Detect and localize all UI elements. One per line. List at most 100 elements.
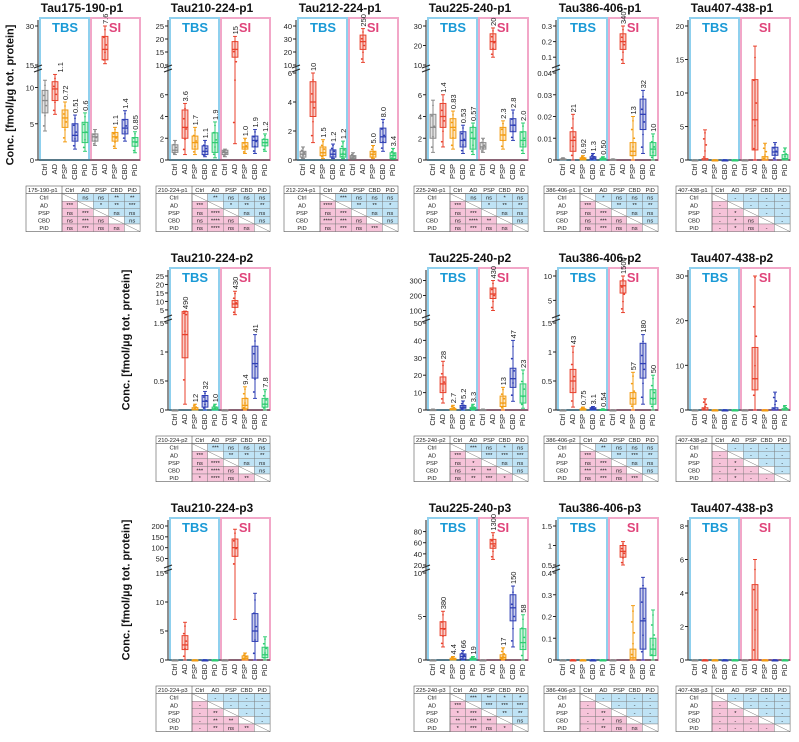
matrix-cell-value: ns [470, 196, 476, 202]
data-point [453, 406, 456, 409]
data-point [755, 102, 758, 104]
box-body [201, 145, 209, 156]
data-point [262, 138, 265, 141]
fold-label: 0.83 [449, 94, 458, 109]
matrix-cell-value: - [634, 711, 636, 717]
matrix-row-header: AD [558, 453, 566, 459]
tbs-label: TBS [182, 270, 208, 285]
matrix-cell-value: ns [67, 226, 73, 232]
data-point [265, 647, 268, 650]
data-point [443, 381, 446, 384]
fold-label: 7.8 [261, 377, 270, 387]
data-point [343, 148, 346, 151]
matrix-cell-value: ns [585, 226, 591, 232]
x-tick-label: Ctrl [690, 664, 699, 676]
matrix-cell-value: * [519, 696, 522, 702]
data-point [244, 657, 246, 659]
y-tick-label: 0 [160, 656, 164, 665]
matrix-diagonal [207, 200, 224, 210]
matrix-col-header: PSP [225, 438, 237, 444]
matrix-cell-value: ns [356, 196, 362, 202]
x-tick-label: PSP [578, 664, 587, 679]
si-label: SI [627, 20, 639, 35]
data-point [65, 121, 68, 123]
data-point [255, 365, 258, 368]
matrix-cell-value: ns [228, 726, 234, 732]
data-point [64, 105, 66, 107]
x-tick-label: AD [230, 663, 239, 674]
x-tick-label: AD [618, 663, 627, 674]
matrix-cell-value: * [734, 226, 737, 232]
chart-title: Tau407-438-p2 [691, 251, 774, 265]
data-point [704, 131, 706, 134]
data-point [754, 628, 756, 631]
data-point [562, 409, 564, 411]
fold-label: 19 [469, 646, 478, 654]
matrix-cell-value: ** [213, 196, 218, 202]
fold-label: 1.0 [241, 126, 250, 136]
data-point [363, 44, 366, 47]
matrix-cell-value: ns [502, 226, 508, 232]
data-point [520, 380, 523, 383]
data-point [722, 159, 725, 161]
data-point [500, 406, 503, 409]
fold-label: 430 [489, 266, 498, 279]
matrix-cell-value: ** [601, 726, 606, 732]
matrix-cell-value: ns [259, 461, 265, 467]
x-tick-label: CBD [250, 413, 259, 429]
data-point [350, 157, 353, 160]
data-point [460, 658, 463, 660]
matrix-cell-value: ** [487, 218, 492, 224]
data-point [460, 408, 463, 410]
x-tick-label: CBD [120, 163, 129, 179]
matrix-cell-value: - [261, 718, 263, 724]
data-point [752, 394, 755, 397]
matrix-cell-value: ns [632, 446, 638, 452]
matrix-corner-label: 212-224-p1 [286, 188, 316, 194]
x-tick-label: PiD [260, 663, 269, 676]
y-tick-label: 15 [676, 56, 684, 65]
data-point [472, 144, 474, 147]
matrix-cell-value: *** [600, 476, 608, 482]
fold-label: 23 [519, 360, 528, 368]
chart-title: Tau175-190-p1 [41, 1, 124, 15]
data-point [380, 128, 383, 130]
matrix-diagonal [223, 208, 239, 217]
axis-break-mark [421, 68, 431, 73]
tbs-label: TBS [570, 520, 596, 535]
data-point [510, 394, 513, 397]
x-tick-label: PSP [318, 164, 327, 179]
matrix-cell-value: *** [196, 203, 204, 209]
tbs-frame [427, 267, 478, 411]
data-point [752, 305, 755, 308]
matrix-col-header: PiD [258, 438, 267, 444]
data-point [463, 404, 466, 407]
y-tick-label: 0.5 [154, 377, 164, 386]
matrix-col-header: AD [731, 188, 739, 194]
data-point [744, 159, 746, 161]
data-point [204, 659, 206, 661]
matrix-cell-value: ** [213, 711, 218, 717]
matrix-cell-value: - [199, 711, 201, 717]
fold-label: 32 [201, 381, 210, 389]
data-point [705, 403, 708, 406]
data-point [480, 659, 483, 661]
matrix-cell-value: ns [585, 218, 591, 224]
data-point [502, 655, 504, 658]
matrix-diagonal [626, 216, 643, 225]
si-label: SI [627, 520, 639, 535]
matrix-cell-value: - [750, 453, 752, 459]
x-tick-label: Ctrl [558, 164, 567, 176]
chart-title: Tau212-224-p1 [299, 1, 382, 15]
data-point [204, 392, 206, 395]
data-point [430, 114, 433, 117]
matrix-diagonal [465, 450, 482, 460]
y-tick-label: 10 [156, 598, 164, 607]
x-tick-label: CBD [378, 163, 387, 179]
y-tick-label: 0 [548, 156, 552, 165]
matrix-cell-value: - [750, 196, 752, 202]
matrix-diagonal [626, 716, 643, 725]
matrix-cell-value: * [457, 711, 460, 717]
